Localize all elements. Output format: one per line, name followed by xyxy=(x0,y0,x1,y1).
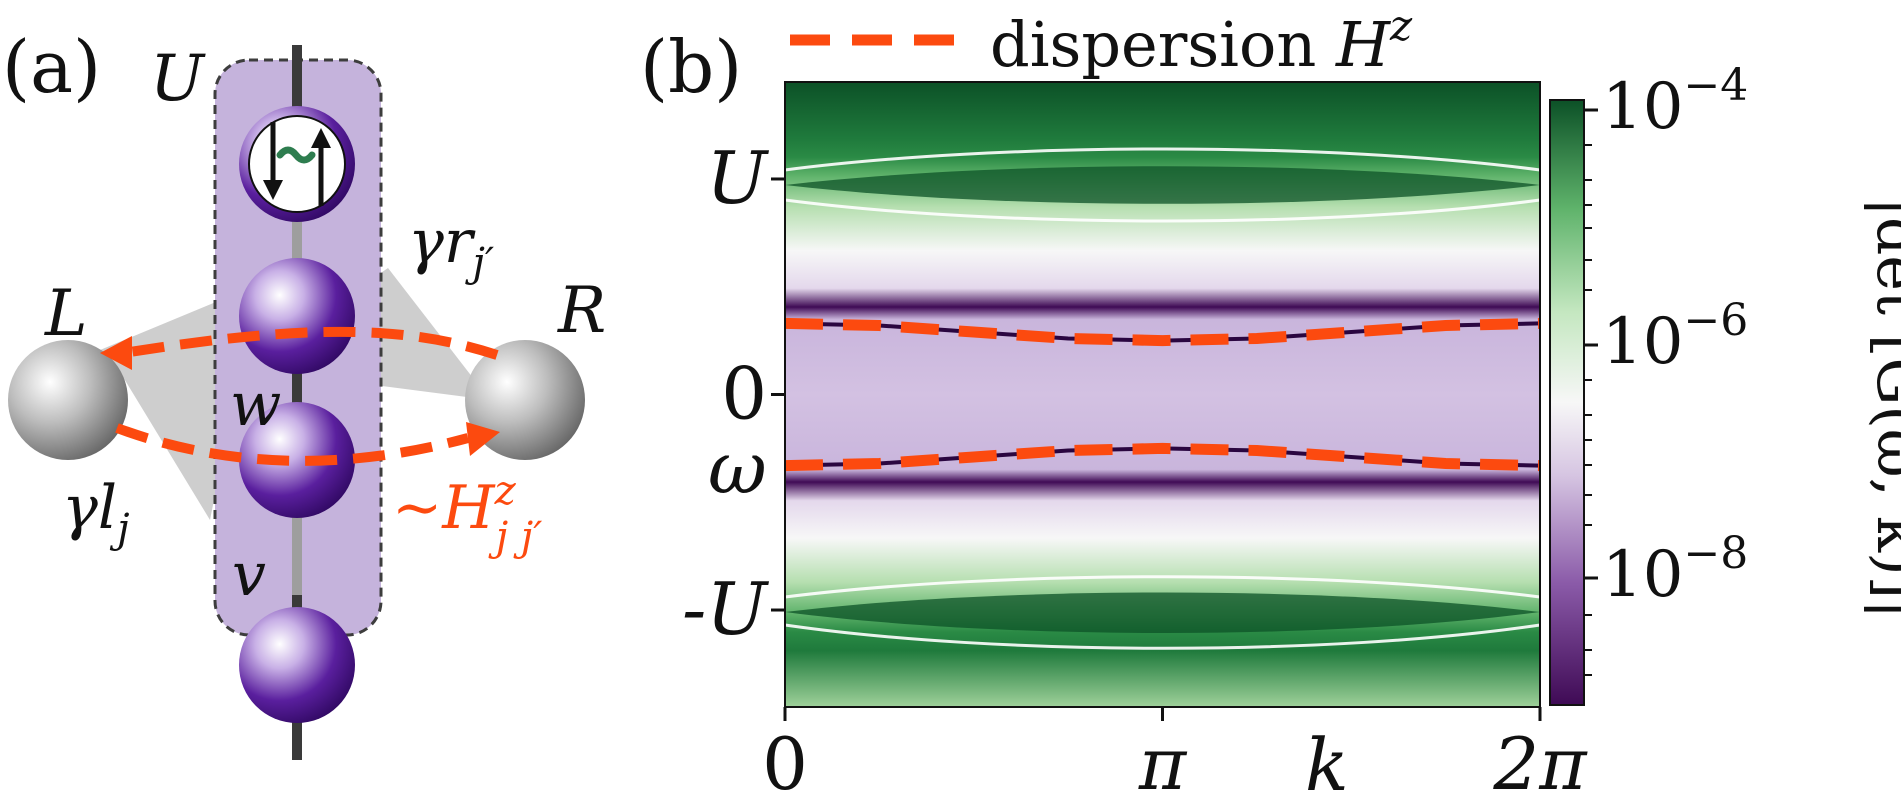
label-R: R xyxy=(557,274,606,348)
heatmap xyxy=(784,81,1541,708)
colorbar-label: |det [G(ω, k)]| xyxy=(1863,197,1901,620)
x-tick-label-3: 2π xyxy=(1492,722,1588,799)
dispersion-series-2 xyxy=(784,442,1541,472)
label-w: w xyxy=(230,370,281,440)
panel-a-label: (a) xyxy=(2,25,101,109)
arrowhead-left-icon xyxy=(100,336,132,370)
y-tick-label-1: U xyxy=(706,136,769,220)
band-edge-upper-1 xyxy=(784,147,1541,172)
band-edge-upper-2 xyxy=(784,198,1541,223)
label-gamma-l: γlj xyxy=(62,473,129,552)
bond-v xyxy=(292,505,302,595)
colorbar-bar xyxy=(1549,99,1585,706)
colorbar-tick-label-1: 10−4 xyxy=(1602,60,1748,144)
y-axis-label: ω xyxy=(708,426,767,510)
x-tick-label-1: 0 xyxy=(762,722,808,799)
label-U: U xyxy=(150,42,206,116)
colorbar-tick-label-2: 10−6 xyxy=(1602,295,1748,379)
panel-b: (b) dispersion Hz 0 π 2π U 0 -U k ω xyxy=(640,1,1901,799)
site-3 xyxy=(239,402,355,518)
x-tick-label-2: π xyxy=(1138,722,1188,799)
colorbar: 10−4 10−6 10−8 |det [G(ω, k)]| xyxy=(1549,60,1901,706)
y-tick-label-3: -U xyxy=(682,567,769,651)
legend-label: dispersion Hz xyxy=(990,1,1413,81)
band-edge-lower-2 xyxy=(784,623,1541,650)
band-U-upper xyxy=(785,166,1540,204)
label-hz-coupling: ∼Hz j j′ xyxy=(392,468,542,560)
site-4 xyxy=(239,607,355,723)
spin-up-down-icon xyxy=(263,122,331,206)
colorbar-minor-ticks xyxy=(1584,144,1592,676)
label-v: v xyxy=(232,540,266,610)
interacting-orbital xyxy=(248,115,346,213)
band-edge-lower-1 xyxy=(784,575,1541,599)
bond-w xyxy=(292,210,302,300)
panel-a: (a) U L R w xyxy=(2,25,606,760)
panel-b-label: (b) xyxy=(640,25,742,109)
hz-arrow-lower xyxy=(115,423,470,466)
band-U-lower xyxy=(785,592,1540,633)
y-tick-label-2: 0 xyxy=(721,352,767,436)
x-axis-label: k xyxy=(1305,723,1349,799)
axes: 0 π 2π U 0 -U xyxy=(682,136,1588,799)
dispersion-layer xyxy=(784,317,1541,472)
colorbar-tick-label-3: 10−8 xyxy=(1602,528,1748,612)
dispersion-series-1 xyxy=(784,317,1541,347)
site-2 xyxy=(239,258,355,374)
label-L: L xyxy=(44,277,88,351)
lead-right-sphere xyxy=(465,340,585,460)
arrowhead-right-icon xyxy=(466,422,500,456)
hz-arrow-upper xyxy=(129,326,499,360)
lead-left-sphere xyxy=(8,340,128,460)
label-gamma-r: γrj′ xyxy=(408,207,494,286)
